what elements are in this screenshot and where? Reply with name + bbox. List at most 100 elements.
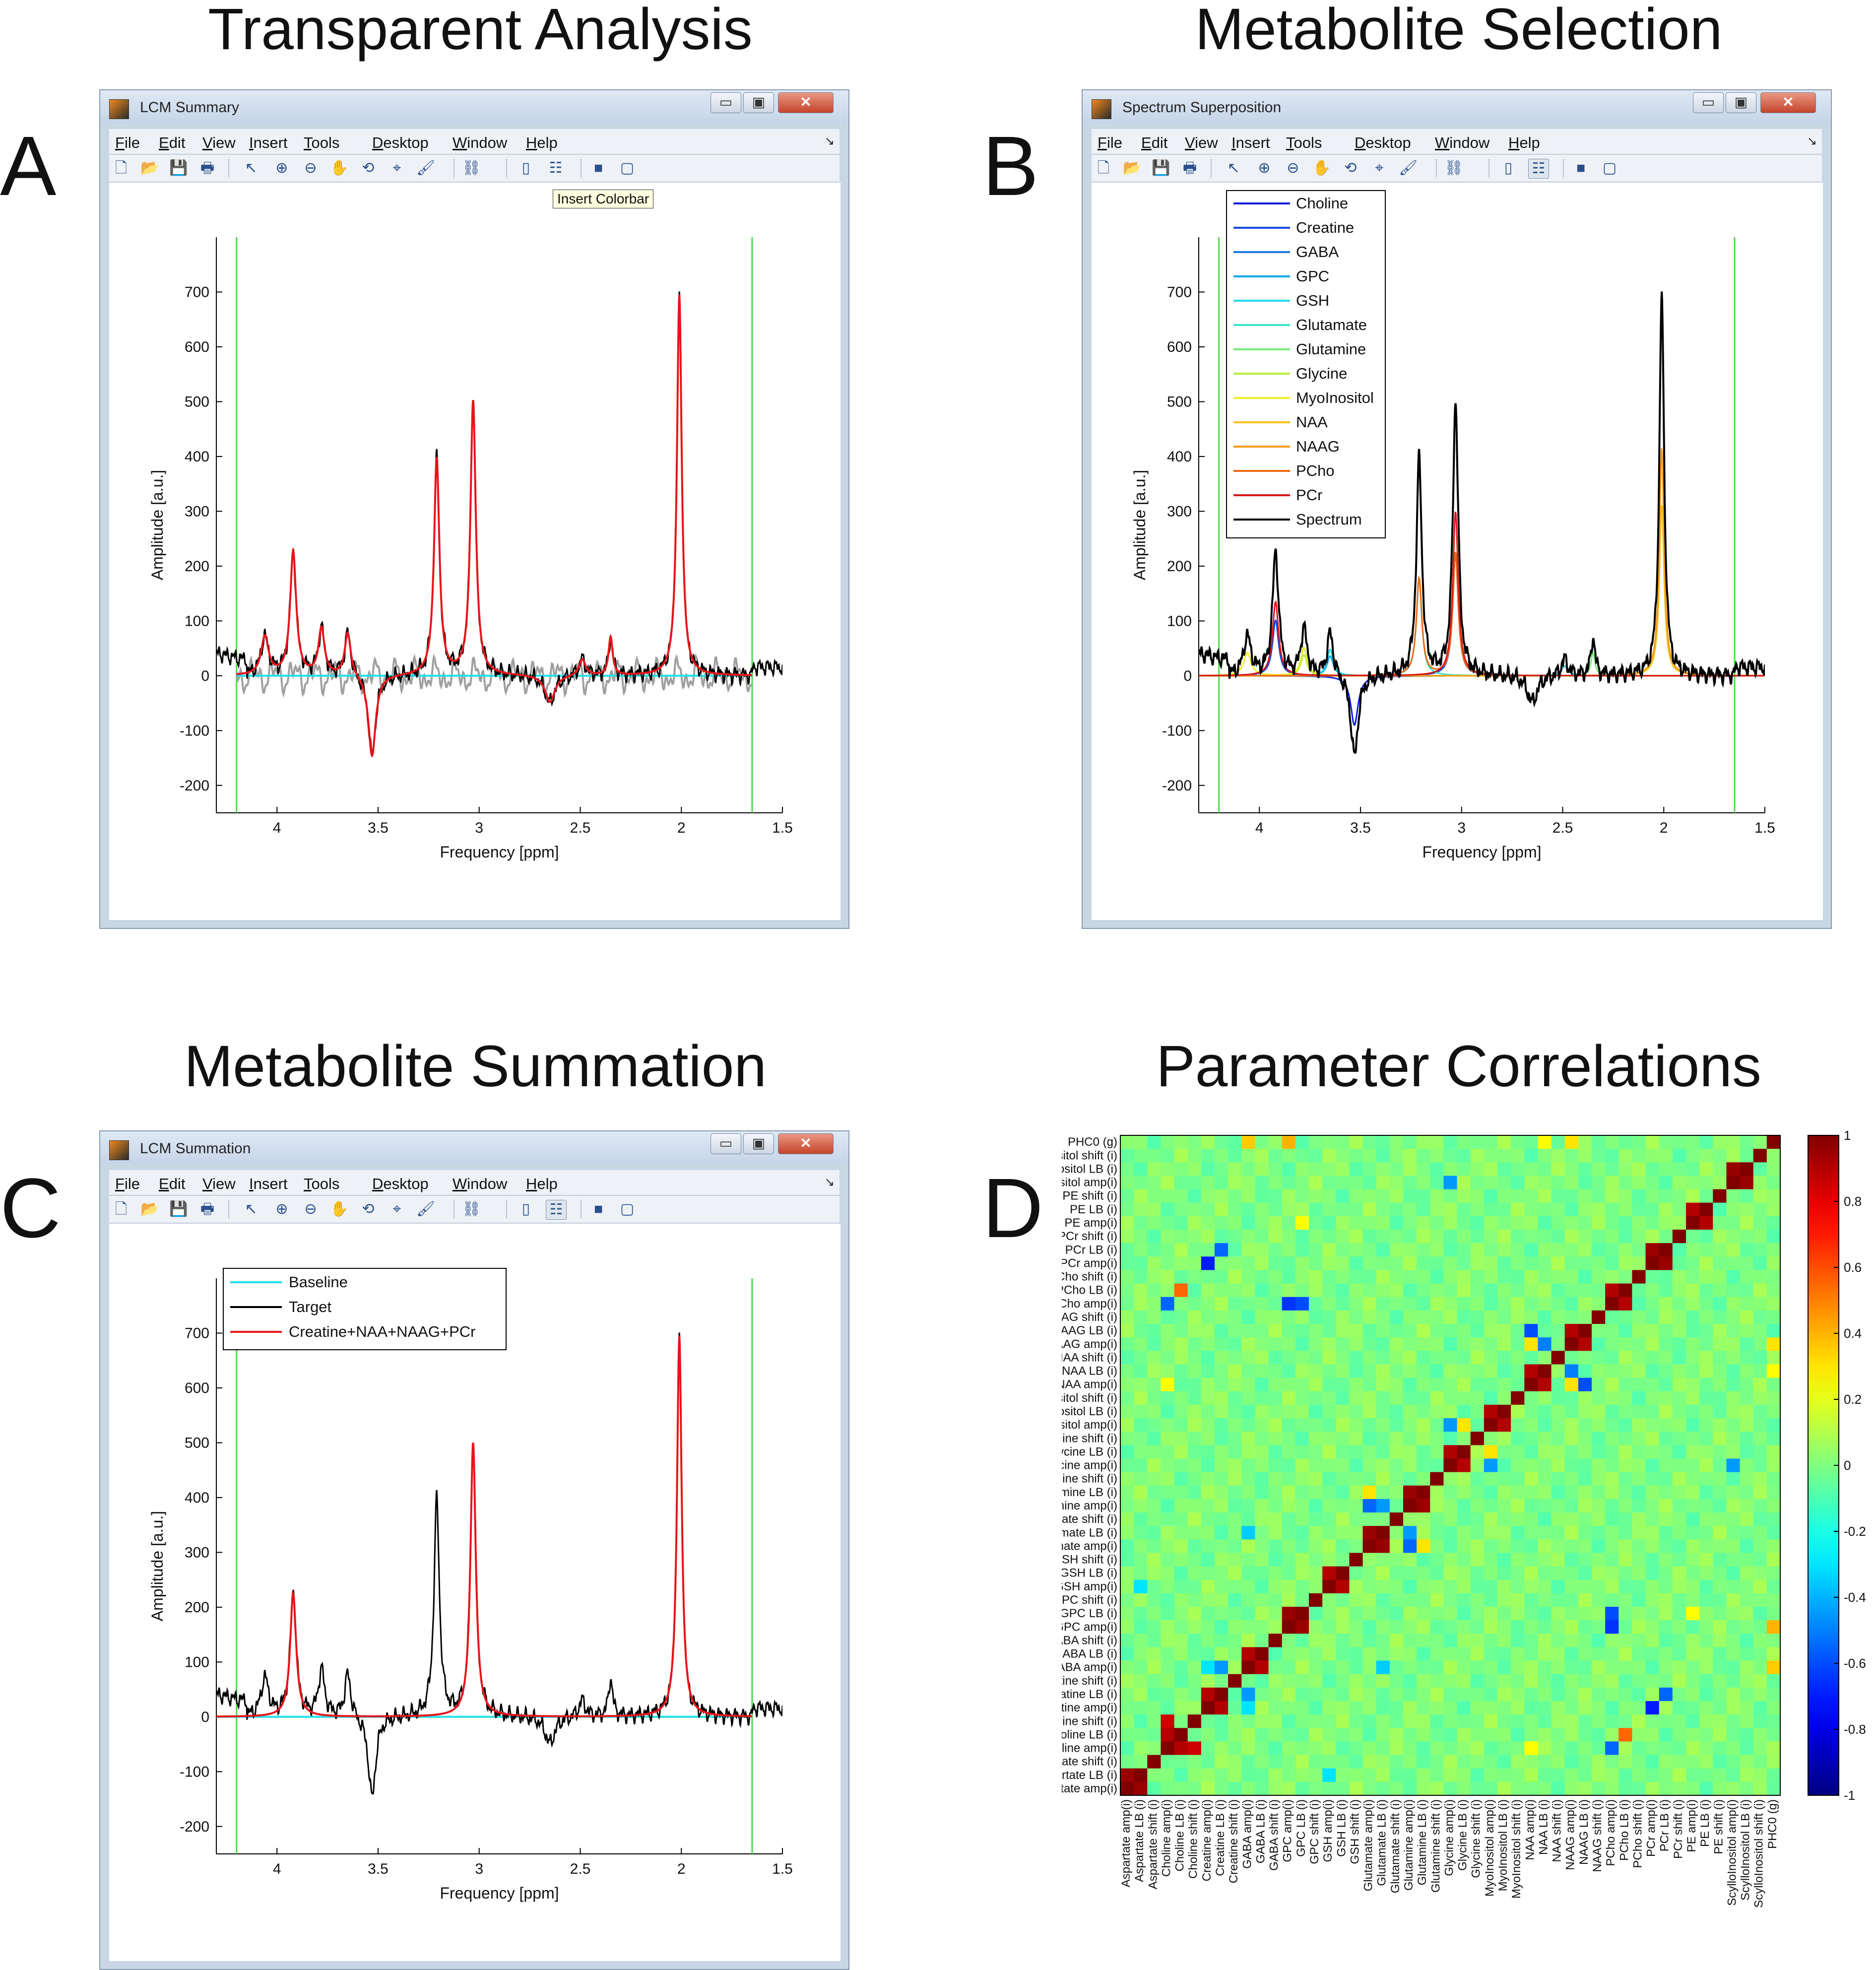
data-cursor-icon[interactable]: ⌖: [392, 1201, 401, 1217]
open-file-icon[interactable]: 📂: [140, 1201, 159, 1217]
menu-desktop[interactable]: Desktop: [1355, 134, 1411, 151]
heatmap-cell: [1255, 1149, 1269, 1163]
menu-help[interactable]: Help: [1508, 134, 1540, 151]
figure-window-spectrum-superposition[interactable]: Spectrum Superposition ▭ ▣ ✕ File Edit Vie…: [1082, 89, 1832, 929]
pan-hand-icon[interactable]: ✋: [1312, 160, 1331, 176]
link-plot-icon[interactable]: ⛓: [1444, 160, 1464, 176]
menu-window[interactable]: Window: [453, 134, 508, 151]
menu-file[interactable]: File: [115, 134, 140, 151]
figure-canvas[interactable]: -200 -100 0 100 200 300 400 500 600 700 4 3.5 3 2.5 2 1…: [1092, 183, 1823, 920]
print-icon[interactable]: 🖶: [1182, 160, 1197, 176]
window-titlebar[interactable]: LCM Summation ▭ ▣ ✕: [100, 1131, 848, 1164]
legend-box[interactable]: [1226, 190, 1386, 538]
menu-insert[interactable]: Insert: [249, 1175, 288, 1192]
figure-canvas[interactable]: -200 -100 0 100 200 300 400 500 600 700 4 3.5 3 2.5 2 1…: [109, 1224, 841, 1961]
hide-plot-tools-icon[interactable]: ■: [593, 1201, 603, 1217]
brush-icon[interactable]: 🖌: [416, 1201, 436, 1217]
print-icon[interactable]: 🖶: [200, 160, 215, 176]
open-file-icon[interactable]: 📂: [140, 160, 159, 176]
hide-plot-tools-icon[interactable]: ■: [1576, 160, 1586, 176]
menu-edit[interactable]: Edit: [159, 134, 186, 151]
close-button[interactable]: ✕: [1760, 92, 1816, 113]
correlation-heatmap[interactable]: PHC0 (g)ScylloInositol shift (i)ScylloIn…: [1009, 1126, 1876, 1968]
new-figure-icon[interactable]: 🗋: [115, 160, 128, 176]
brush-icon[interactable]: 🖌: [416, 160, 436, 176]
menu-file[interactable]: File: [1098, 134, 1122, 151]
figure-canvas[interactable]: -200 -100 0 100 200 300 400 500 600 700 4 3.5 3 2.5 2 1…: [109, 183, 841, 920]
rotate-3d-icon[interactable]: ⟲: [362, 160, 375, 176]
figure-window-lcm-summation[interactable]: LCM Summation ▭ ▣ ✕ File Edit View Insert To…: [99, 1130, 849, 1970]
maximize-button[interactable]: ▣: [1726, 92, 1756, 113]
hide-plot-tools-icon[interactable]: ■: [593, 160, 603, 176]
menu-view[interactable]: View: [1185, 134, 1218, 151]
zoom-out-icon[interactable]: ⊖: [1287, 160, 1299, 176]
minimize-button[interactable]: ▭: [711, 1133, 741, 1154]
maximize-button[interactable]: ▣: [743, 92, 774, 113]
insert-legend-icon[interactable]: ☷: [549, 160, 563, 176]
close-button[interactable]: ✕: [778, 1133, 834, 1154]
menu-window[interactable]: Window: [453, 1175, 508, 1192]
show-plot-tools-icon[interactable]: ▢: [620, 1201, 635, 1217]
close-button[interactable]: ✕: [778, 92, 834, 113]
menu-desktop[interactable]: Desktop: [372, 134, 429, 151]
menu-insert[interactable]: Insert: [249, 134, 288, 151]
menu-help[interactable]: Help: [526, 134, 558, 151]
show-plot-tools-icon[interactable]: ▢: [1602, 160, 1617, 176]
minimize-button[interactable]: ▭: [1693, 92, 1724, 113]
menu-desktop[interactable]: Desktop: [372, 1175, 429, 1192]
edit-plot-arrow-icon[interactable]: ↖: [245, 1201, 258, 1217]
colorbar-tick-label: -0.8: [1844, 1722, 1866, 1737]
minimize-button[interactable]: ▭: [711, 92, 741, 113]
menu-overflow-icon[interactable]: ↘: [824, 134, 835, 148]
menu-overflow-icon[interactable]: ↘: [824, 1176, 835, 1189]
zoom-in-icon[interactable]: ⊕: [1258, 160, 1271, 176]
save-icon[interactable]: 💾: [169, 160, 188, 176]
figure-window-lcm-summary[interactable]: LCM Summary ▭ ▣ ✕ File Edit View Insert Tool…: [99, 89, 849, 929]
edit-plot-arrow-icon[interactable]: ↖: [1227, 160, 1240, 176]
brush-icon[interactable]: 🖌: [1398, 160, 1418, 176]
show-plot-tools-icon[interactable]: ▢: [620, 160, 635, 176]
menu-view[interactable]: View: [202, 134, 236, 151]
insert-colorbar-icon[interactable]: ▯: [521, 1201, 530, 1217]
menu-overflow-icon[interactable]: ↘: [1807, 134, 1817, 148]
menu-file[interactable]: File: [115, 1175, 140, 1192]
rotate-3d-icon[interactable]: ⟲: [362, 1201, 375, 1217]
menu-edit[interactable]: Edit: [159, 1175, 186, 1192]
maximize-button[interactable]: ▣: [743, 1133, 774, 1154]
save-icon[interactable]: 💾: [1152, 160, 1170, 176]
insert-legend-icon[interactable]: ☷: [546, 1200, 567, 1220]
link-plot-icon[interactable]: ⛓: [461, 1201, 481, 1217]
menu-edit[interactable]: Edit: [1141, 134, 1168, 151]
insert-colorbar-icon[interactable]: ▯: [1504, 160, 1513, 176]
menu-insert[interactable]: Insert: [1231, 134, 1270, 151]
zoom-out-icon[interactable]: ⊖: [304, 160, 317, 176]
zoom-in-icon[interactable]: ⊕: [275, 1201, 288, 1217]
menu-window[interactable]: Window: [1435, 134, 1490, 151]
menu-tools[interactable]: Tools: [1286, 134, 1322, 151]
window-titlebar[interactable]: Spectrum Superposition ▭ ▣ ✕: [1083, 90, 1831, 123]
data-cursor-icon[interactable]: ⌖: [1375, 160, 1384, 176]
window-titlebar[interactable]: LCM Summary ▭ ▣ ✕: [100, 90, 848, 123]
menu-tools[interactable]: Tools: [304, 1175, 340, 1192]
pan-hand-icon[interactable]: ✋: [330, 160, 349, 176]
pan-hand-icon[interactable]: ✋: [330, 1201, 349, 1217]
zoom-in-icon[interactable]: ⊕: [275, 160, 288, 176]
menu-tools[interactable]: Tools: [304, 134, 340, 151]
insert-colorbar-icon[interactable]: ▯: [521, 160, 530, 176]
data-cursor-icon[interactable]: ⌖: [392, 160, 401, 176]
edit-plot-arrow-icon[interactable]: ↖: [245, 160, 258, 176]
open-file-icon[interactable]: 📂: [1123, 160, 1142, 176]
link-plot-icon[interactable]: ⛓: [461, 160, 481, 176]
new-figure-icon[interactable]: 🗋: [115, 1201, 128, 1217]
menu-view[interactable]: View: [202, 1175, 236, 1192]
print-icon[interactable]: 🖶: [200, 1201, 215, 1217]
rotate-3d-icon[interactable]: ⟲: [1344, 160, 1357, 176]
insert-legend-icon[interactable]: ☷: [1528, 159, 1549, 179]
new-figure-icon[interactable]: 🗋: [1097, 160, 1110, 176]
zoom-out-icon[interactable]: ⊖: [304, 1201, 317, 1217]
save-icon[interactable]: 💾: [169, 1201, 188, 1217]
menu-help[interactable]: Help: [526, 1175, 558, 1192]
